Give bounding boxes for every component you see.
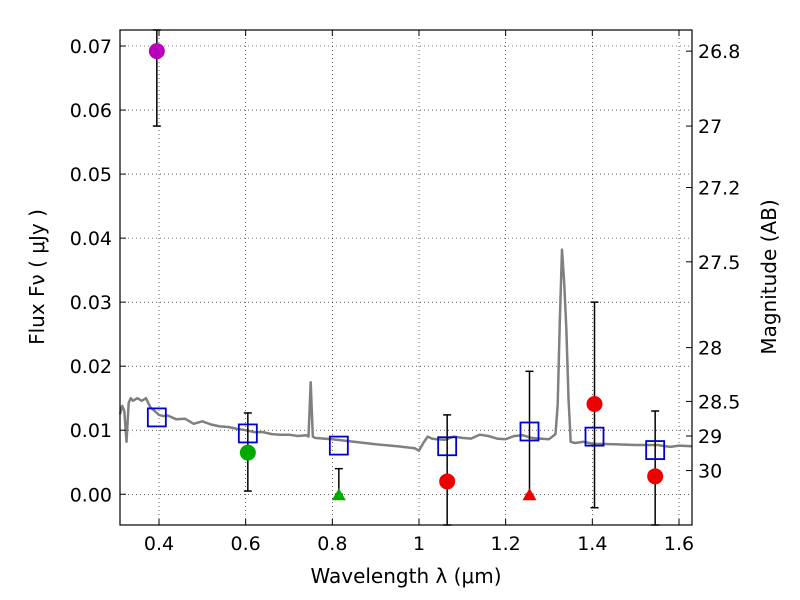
axis-ticks: 0.4 0.6 0.8 1 1.2 1.4 1.6 0.00 0.01 0.02 0.03 0.04 0… [70, 30, 740, 555]
x-tick-label: 1 [413, 533, 425, 555]
chart-marks [118, 29, 693, 526]
model-photometry-point [237, 423, 258, 444]
y2-tick-label: 28 [698, 338, 722, 360]
model-photometry-point [437, 436, 458, 457]
model-photometry-point [519, 421, 540, 442]
y2-tick-label: 28.5 [698, 391, 740, 413]
model-photometry-point [584, 426, 605, 447]
y-tick-label: 0.00 [70, 484, 112, 506]
upper-limit-point [331, 488, 346, 501]
y-axis-label: Flux Fν ( μJy ) [25, 209, 49, 345]
observed-flux-point [239, 444, 256, 461]
y-tick-label: 0.01 [70, 420, 112, 442]
y-tick-label: 0.04 [70, 228, 112, 250]
x-tick-label: 0.8 [317, 533, 347, 555]
observed-flux-point [439, 473, 456, 490]
upper-limit-point [522, 488, 537, 501]
observed-flux-point [586, 395, 603, 412]
y-tick-label: 0.05 [70, 164, 112, 186]
y2-tick-label: 26.8 [698, 41, 740, 63]
x-tick-label: 1.6 [664, 533, 694, 555]
y2-axis-label: Magnitude (AB) [757, 199, 781, 354]
model-photometry-point [645, 440, 666, 460]
y2-tick-label: 27.2 [698, 178, 740, 200]
sed-model-line [118, 248, 693, 452]
x-axis-label: Wavelength λ (μm) [310, 564, 501, 588]
observed-flux-point [647, 468, 664, 485]
x-tick-label: 1.4 [577, 533, 607, 555]
y-tick-label: 0.07 [70, 36, 112, 58]
x-tick-label: 1.2 [491, 533, 521, 555]
model-photometry-point [146, 407, 167, 428]
x-tick-label: 0.6 [231, 533, 261, 555]
plot-background [120, 30, 692, 525]
plot-frame [119, 29, 693, 526]
observed-flux-point [148, 43, 165, 60]
y-tick-label: 0.03 [70, 292, 112, 314]
y2-tick-label: 29 [698, 426, 722, 448]
x-tick-label: 0.4 [144, 533, 174, 555]
model-photometry-point [328, 435, 349, 456]
y2-tick-label: 27.5 [698, 252, 740, 274]
y2-tick-label: 30 [698, 461, 722, 483]
y-tick-label: 0.06 [70, 100, 112, 122]
y-tick-label: 0.02 [70, 356, 112, 378]
y2-tick-label: 27 [698, 116, 722, 138]
